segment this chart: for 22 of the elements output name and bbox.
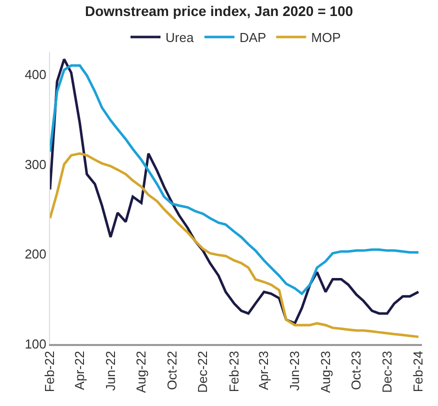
x-tick-label: Apr-22 [72, 350, 88, 390]
x-tick-label: Feb-24 [410, 350, 426, 392]
x-tick-label: Oct-22 [164, 350, 180, 390]
legend-label: MOP [311, 30, 341, 46]
x-tick-label: Oct-23 [348, 350, 364, 390]
y-tick-label: 100 [24, 336, 46, 352]
x-tick-label: Apr-23 [256, 350, 272, 390]
x-tick-label: Feb-22 [42, 350, 58, 392]
x-tick-label: Feb-23 [226, 350, 242, 392]
x-tick-label: Jun-23 [287, 350, 302, 391]
legend-label: DAP [239, 30, 266, 46]
x-tick-label: Aug-23 [318, 350, 333, 393]
y-tick-label: 400 [24, 67, 46, 82]
y-tick-label: 200 [24, 246, 46, 262]
line-series [50, 152, 420, 338]
y-tick-label: 300 [24, 156, 46, 172]
x-tick-label: Dec-22 [195, 350, 210, 393]
x-tick-label: Aug-22 [134, 350, 149, 393]
x-tick-label: Jun-22 [102, 350, 118, 391]
legend-label: Urea [166, 30, 194, 46]
chart-title: Downstream price index, Jan 2020 = 100 [84, 2, 354, 19]
x-tick-label: Dec-23 [379, 350, 394, 393]
